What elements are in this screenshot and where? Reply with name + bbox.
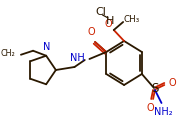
- Text: O: O: [147, 103, 154, 113]
- Text: Cl: Cl: [95, 7, 106, 17]
- Text: CH₂: CH₂: [1, 49, 15, 58]
- Text: O: O: [88, 27, 95, 37]
- Text: H: H: [106, 16, 114, 26]
- Text: CH₃: CH₃: [123, 16, 140, 24]
- Text: O: O: [104, 19, 112, 29]
- Text: NH: NH: [70, 53, 85, 63]
- Text: S: S: [151, 82, 159, 94]
- Text: NH₂: NH₂: [154, 107, 173, 117]
- Text: O: O: [168, 78, 176, 88]
- Text: N: N: [43, 42, 51, 52]
